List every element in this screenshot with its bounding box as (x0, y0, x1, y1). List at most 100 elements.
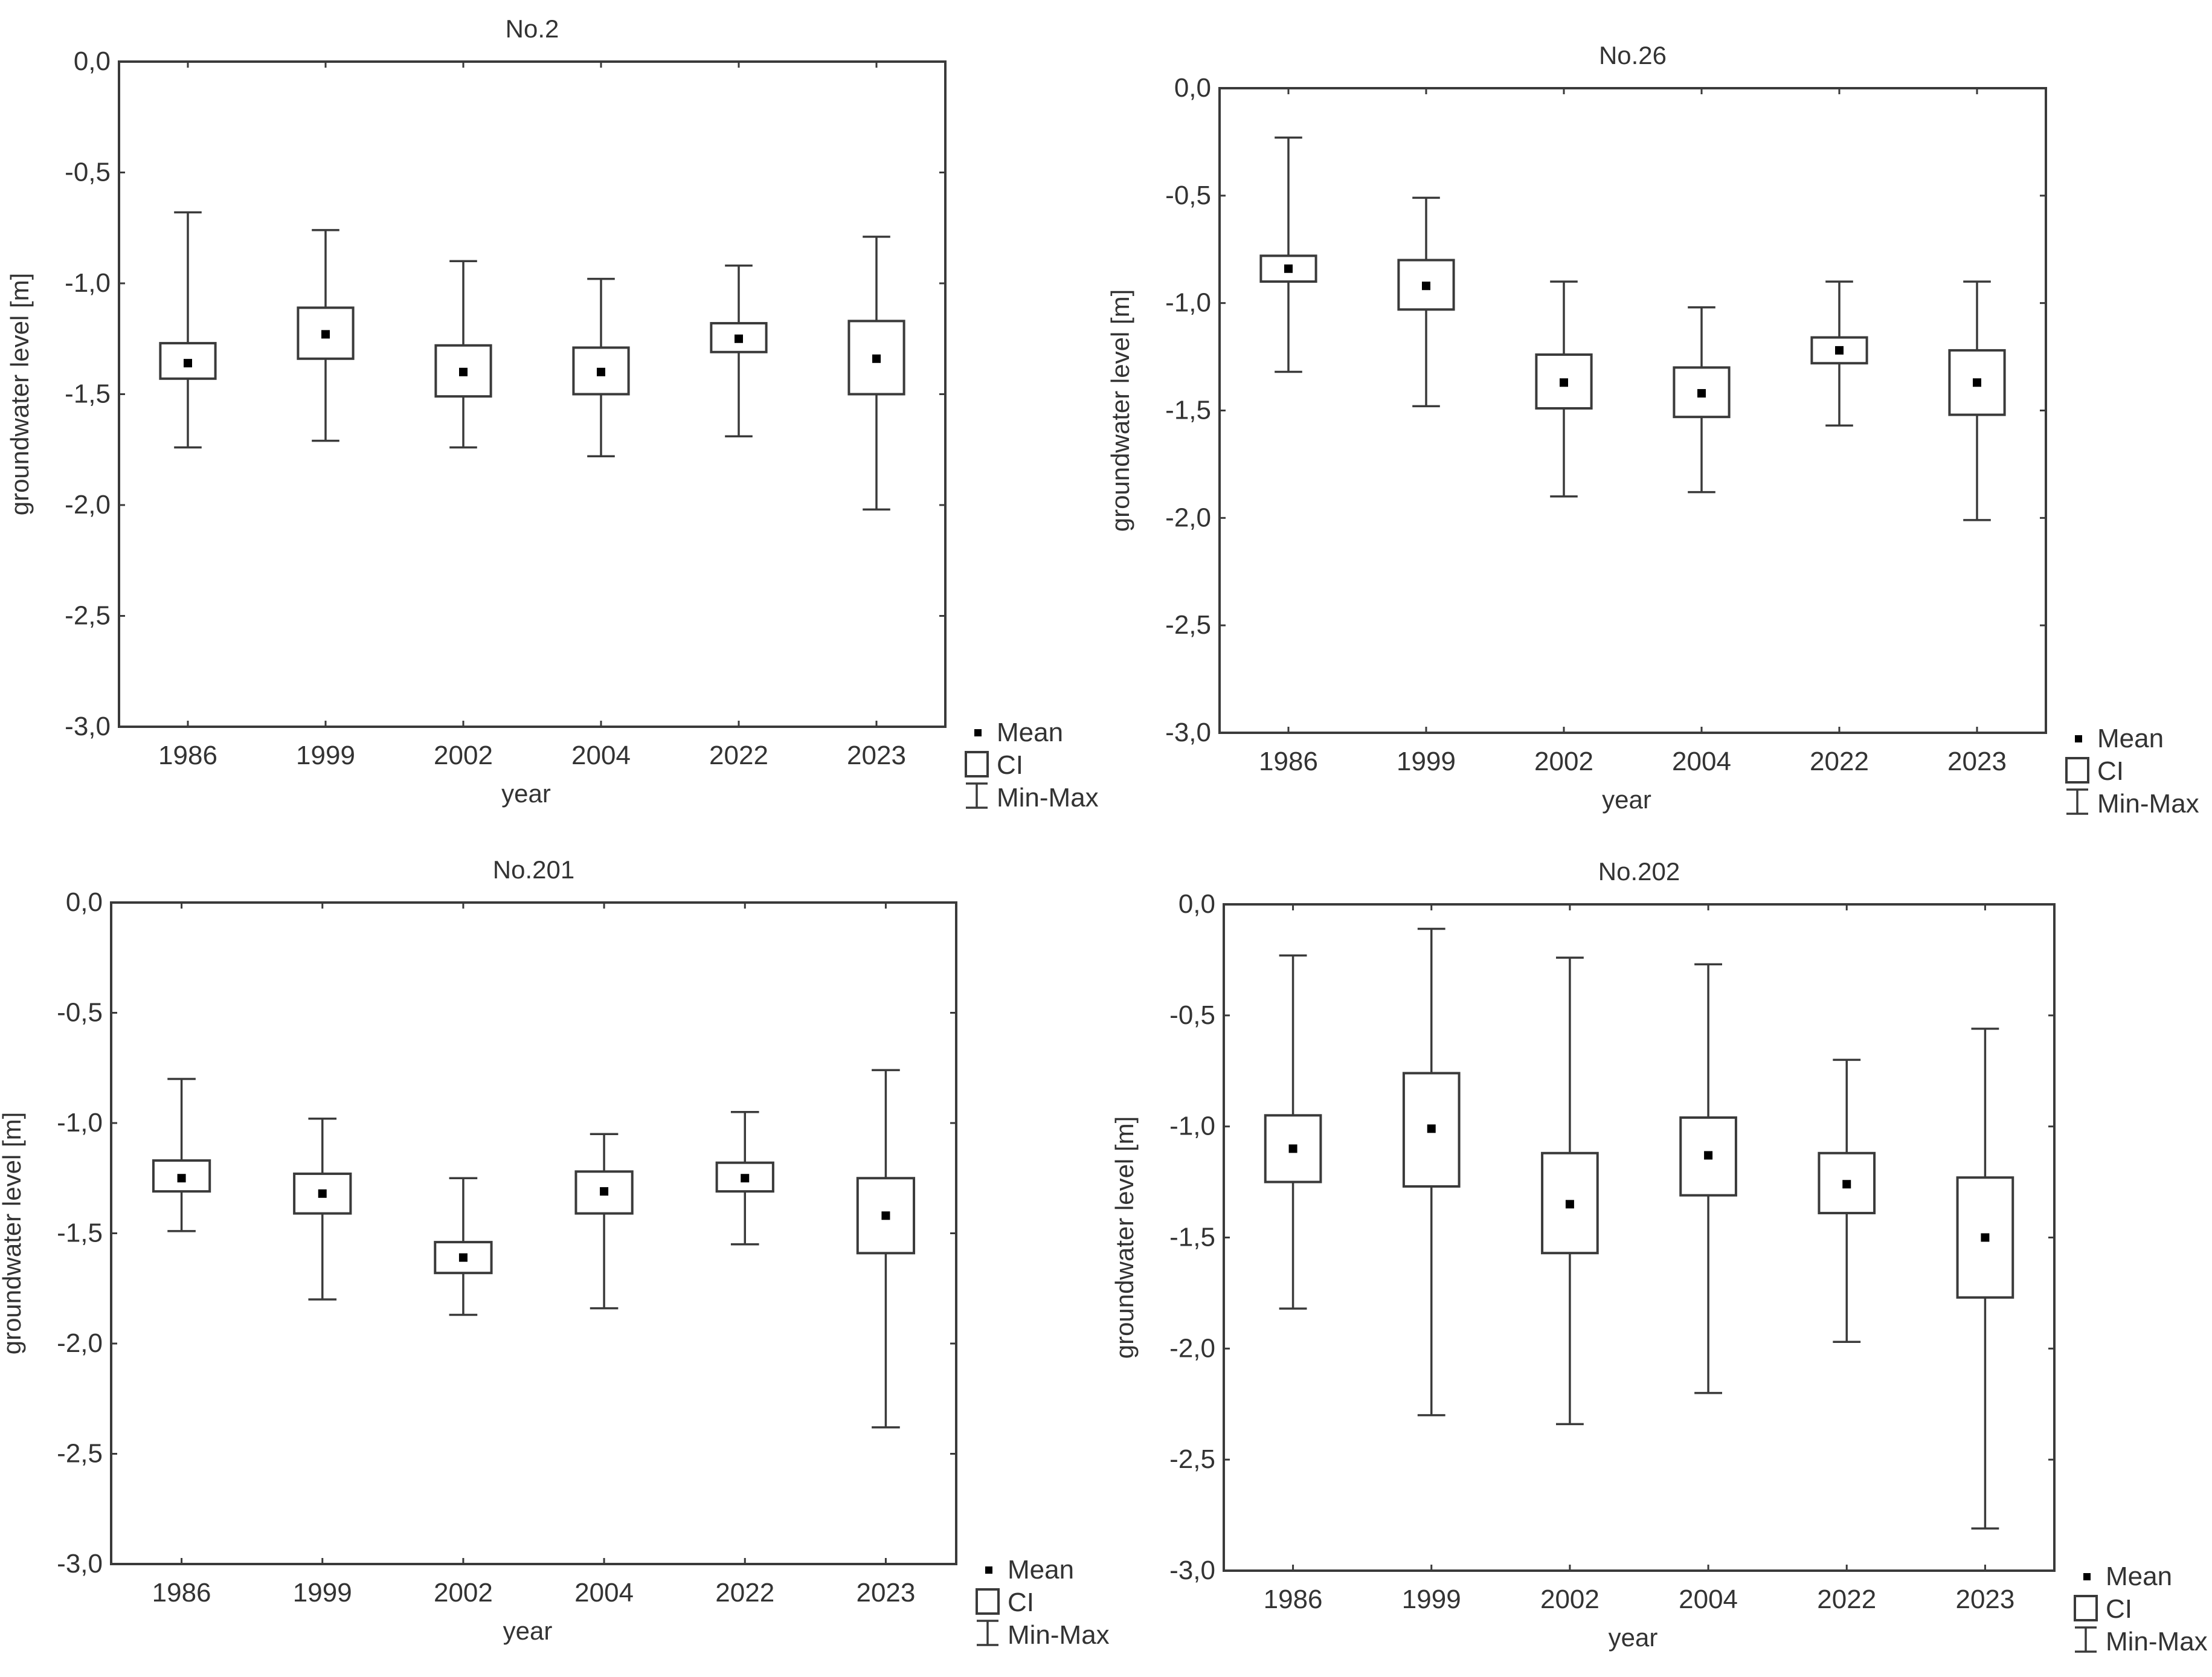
y-tick-label: -1,0 (57, 1108, 103, 1138)
plot-frame (110, 901, 957, 1565)
y-tick-label: 0,0 (66, 887, 103, 917)
box-2022 (715, 1111, 774, 1246)
y-tick-label: -0,5 (1169, 1000, 1215, 1030)
box-2004 (574, 1133, 634, 1310)
y-tick-label: -2,5 (1165, 610, 1211, 640)
x-tick-label: 1999 (296, 741, 355, 770)
chart-title: No.202 (1598, 857, 1680, 886)
mean-marker (1835, 346, 1844, 355)
box-1999 (297, 229, 355, 442)
box-1986 (152, 1078, 211, 1232)
chart-panel-no202: No.202 0,0 -0,5 -1,0 -1,5 -2,0 -2,5 -3,0 groundw… (1110, 857, 2208, 1656)
legend-ci-label: CI (2106, 1594, 2132, 1624)
legend-ci-label: CI (997, 750, 1023, 780)
y-tick-label: -1,0 (65, 268, 111, 298)
legend-ci-label: CI (2097, 756, 2124, 786)
x-tick-label: 2023 (856, 1578, 915, 1608)
y-axis-label: groundwater level [m] (1106, 289, 1134, 532)
box-2022 (1810, 280, 1868, 427)
y-tick-label: -3,0 (57, 1549, 103, 1579)
box-2023 (1948, 280, 2006, 521)
chart-panel-no2: No.2 0,0 -0,5 -1,0 -1,5 -2,0 -2,5 -3,0 groundwat… (5, 14, 1099, 813)
y-tick-label: -2,0 (1165, 503, 1211, 532)
x-tick-label: 2023 (847, 741, 906, 770)
y-tick-label: 0,0 (1174, 73, 1211, 103)
box-1999 (1397, 196, 1455, 408)
x-axis-label: year (1602, 785, 1651, 814)
legend: Mean CI Min-Max (2074, 1562, 2208, 1656)
box-2004 (1679, 963, 1737, 1394)
x-tick-label: 1986 (152, 1578, 211, 1608)
x-tick-label: 2004 (1679, 1585, 1738, 1614)
mean-marker (177, 1174, 186, 1183)
x-tick-label: 2022 (1817, 1585, 1876, 1614)
legend-mean-icon (985, 1566, 992, 1574)
x-tick-label: 1999 (293, 1578, 352, 1608)
box-2004 (572, 277, 630, 458)
chart-title: No.2 (506, 14, 559, 43)
mean-marker (1565, 1200, 1574, 1209)
mean-marker (459, 367, 468, 376)
legend-minmax-label: Min-Max (2097, 789, 2199, 819)
legend-minmax-label: Min-Max (997, 783, 1099, 813)
y-axis-label: groundwater level [m] (1110, 1116, 1139, 1359)
y-tick-label: -2,5 (65, 601, 111, 631)
legend-mean-label: Mean (2097, 724, 2164, 753)
y-tick-label: -2,0 (65, 490, 111, 520)
x-tick-label: 2004 (1672, 747, 1731, 776)
plot-frame (1223, 903, 2056, 1572)
legend-mean-label: Mean (2106, 1562, 2172, 1591)
chart-panel-no201: No.201 0,0 -0,5 -1,0 -1,5 -2,0 -2,5 -3,0 groundw… (0, 855, 1110, 1650)
x-tick-label: 2002 (1540, 1585, 1600, 1614)
mean-marker (1842, 1180, 1851, 1189)
y-axis-label: groundwater level [m] (0, 1112, 26, 1355)
legend-ci-icon (2074, 1595, 2098, 1621)
x-tick-label: 2004 (574, 1578, 634, 1608)
mean-marker (321, 330, 330, 339)
y-axis-label: groundwater level [m] (5, 273, 34, 516)
legend-minmax-label: Min-Max (1008, 1620, 1110, 1650)
y-tick-label: -1,5 (1169, 1223, 1215, 1252)
x-tick-label: 1999 (1397, 747, 1456, 776)
y-tick-label: 0,0 (74, 47, 111, 76)
chart-title: No.26 (1599, 41, 1667, 69)
mean-marker (1697, 389, 1706, 398)
mean-marker (872, 354, 881, 363)
y-tick-label: -3,0 (65, 712, 111, 741)
mean-marker (1704, 1151, 1713, 1160)
legend-ci-icon (965, 751, 989, 777)
box-2002 (1535, 280, 1593, 498)
box-1986 (1264, 954, 1322, 1310)
mean-marker (458, 1253, 468, 1262)
x-tick-label: 2023 (1947, 747, 2007, 776)
x-axis-label: year (1609, 1623, 1658, 1652)
mean-marker (1284, 264, 1293, 273)
x-tick-label: 2004 (571, 741, 631, 770)
legend-ci-label: CI (1008, 1588, 1034, 1617)
box-2002 (434, 1177, 493, 1316)
legend-mean-icon (2083, 1573, 2091, 1580)
mean-marker (741, 1174, 750, 1183)
mean-marker (735, 334, 743, 343)
y-tick-label: -1,5 (57, 1218, 103, 1248)
box-1986 (1259, 137, 1317, 373)
legend-minmax-label: Min-Max (2106, 1627, 2208, 1656)
x-tick-label: 2022 (1810, 747, 1869, 776)
y-tick-label: -3,0 (1169, 1556, 1215, 1585)
x-tick-label: 2002 (434, 741, 493, 770)
mean-marker (1288, 1144, 1297, 1153)
plot-frame (118, 60, 947, 728)
box-2004 (1673, 306, 1731, 494)
box-2023 (856, 1069, 916, 1429)
y-tick-label: -1,5 (65, 379, 111, 409)
chart-title: No.201 (493, 855, 574, 884)
box-2022 (710, 264, 768, 437)
mean-marker (184, 359, 192, 368)
mean-marker (1427, 1124, 1436, 1133)
y-tick-label: -1,5 (1165, 396, 1211, 425)
x-tick-label: 2002 (434, 1578, 493, 1608)
y-tick-label: -2,0 (1169, 1333, 1215, 1363)
